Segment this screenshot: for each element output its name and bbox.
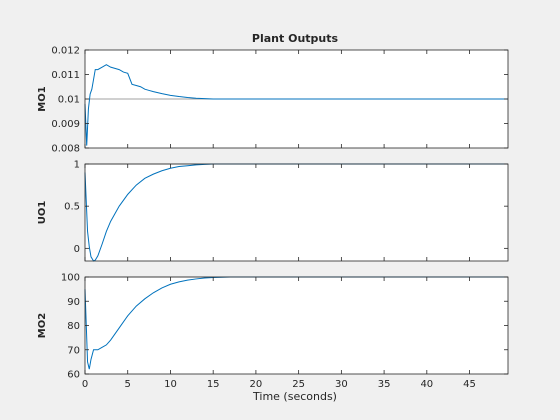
x-tick-label: 45 — [463, 379, 476, 390]
y-axis-label: MO1 — [37, 86, 48, 111]
x-tick-label: 35 — [378, 379, 391, 390]
y-tick-label: 60 — [67, 370, 80, 381]
x-tick-label: 20 — [250, 379, 263, 390]
x-tick-label: 25 — [292, 379, 305, 390]
subplot-uo1: 0 0.5 1 UO1 — [37, 160, 509, 262]
y-tick-label: 0.01 — [58, 95, 80, 106]
y-tick-label: 1 — [74, 160, 80, 171]
subplot-mo1: 0.008 0.009 0.01 0.011 0.012 MO1 — [37, 46, 509, 155]
y-tick-label: 0.011 — [51, 70, 80, 81]
y-tick-label: 100 — [61, 273, 80, 284]
x-tick-label: 5 — [125, 379, 131, 390]
subplot-mo2: 0 5 10 15 20 25 30 35 40 45 60 70 80 90 100 MO2 — [37, 273, 509, 390]
y-tick-label: 90 — [67, 297, 80, 308]
y-tick-label: 0.008 — [51, 144, 80, 155]
plot-area — [85, 277, 508, 374]
x-tick-label: 40 — [420, 379, 433, 390]
x-tick-label: 0 — [82, 379, 88, 390]
series-line — [84, 64, 508, 146]
subplots: 0.008 0.009 0.01 0.011 0.012 MO1 0 0.5 1 UO1 0 5 10 1… — [37, 46, 509, 390]
x-tick-label: 30 — [335, 379, 348, 390]
x-tick-label: 10 — [164, 379, 177, 390]
y-tick-label: 80 — [67, 321, 80, 332]
x-axis-label: Time (seconds) — [252, 390, 337, 403]
y-tick-label: 0.5 — [64, 202, 80, 213]
y-axis-label: MO2 — [37, 313, 48, 338]
y-tick-label: 70 — [67, 345, 80, 356]
axes-frame — [84, 163, 509, 262]
plot-area — [85, 164, 508, 261]
y-tick-label: 0 — [74, 244, 80, 255]
chart-title: Plant Outputs — [252, 32, 339, 45]
y-tick-label: 0.009 — [51, 119, 80, 130]
y-axis-label: UO1 — [37, 201, 48, 225]
y-tick-label: 0.012 — [51, 46, 80, 57]
x-tick-label: 15 — [207, 379, 220, 390]
